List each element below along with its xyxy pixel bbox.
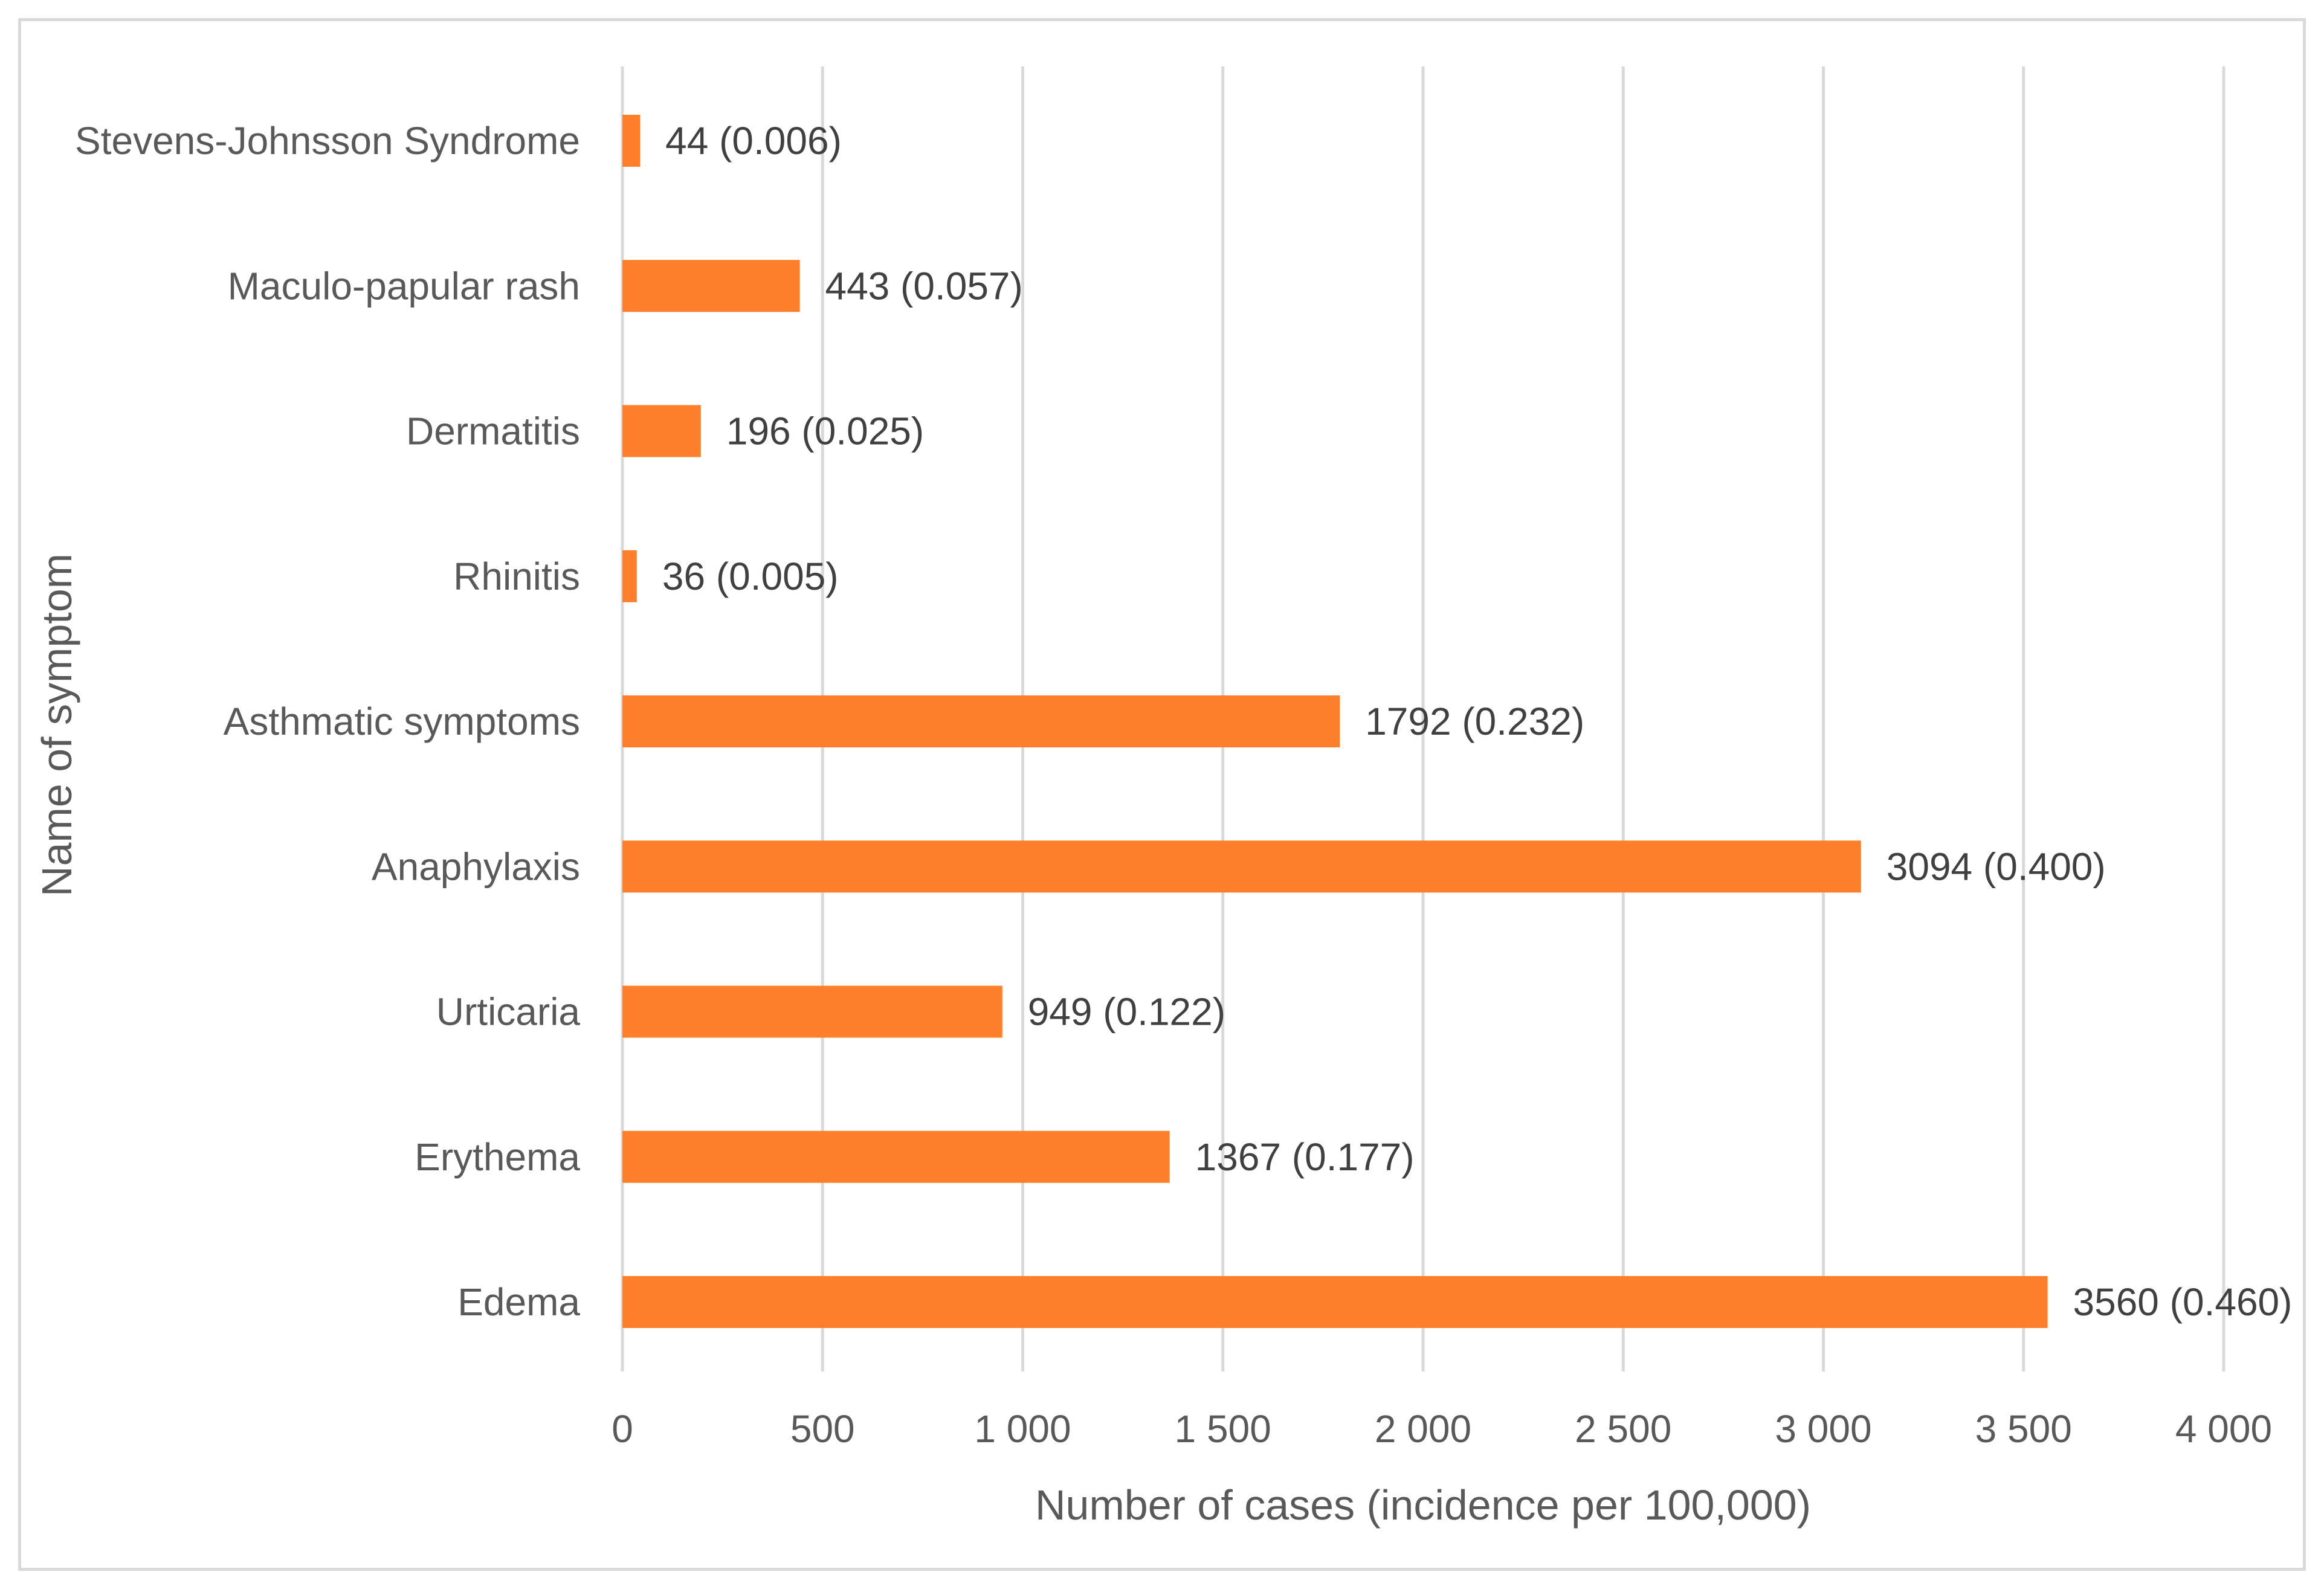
x-axis-title: Number of cases (incidence per 100,000) [1035,1481,1811,1529]
bar [622,550,637,602]
category-label: Dermatitis [406,410,580,453]
data-label: 949 (0.122) [1028,990,1225,1034]
data-label: 443 (0.057) [825,264,1022,308]
category-label: Edema [457,1280,580,1324]
category-label: Urticaria [436,990,581,1034]
data-labels: 44 (0.006) 443 (0.057) 196 (0.025) 36 (0.00… [662,119,2293,1324]
category-label: Stevens-Johnsson Syndrome [75,119,580,163]
data-label: 3560 (0.460) [2073,1280,2293,1324]
data-label: 3094 (0.400) [1887,845,2106,888]
bar [622,1276,2048,1328]
y-axis-title: Name of symptom [33,553,80,897]
data-label: 44 (0.006) [665,119,842,163]
x-tick-label: 2 000 [1375,1407,1471,1451]
bar [622,115,641,167]
x-tick-label: 4 000 [2175,1407,2272,1451]
x-tick-label: 500 [790,1407,855,1451]
category-label: Erythema [415,1135,580,1179]
bar [622,405,701,457]
category-label: Maculo-papular rash [228,264,580,308]
x-tick-label: 1 000 [974,1407,1071,1451]
category-label: Anaphylaxis [372,845,580,888]
data-label: 1367 (0.177) [1195,1135,1415,1179]
bar [622,985,1002,1038]
category-labels: Stevens-Johnsson Syndrome Maculo-papular … [75,119,580,1324]
bar [622,1130,1170,1183]
data-label: 196 (0.025) [726,410,924,453]
bar [622,840,1861,893]
x-tick-labels: 0 500 1 000 1 500 2 000 2 500 3 000 3 500 4 000 [612,1407,2272,1451]
x-tick-label: 3 000 [1775,1407,1871,1451]
bar [622,260,800,312]
x-tick-label: 3 500 [1975,1407,2072,1451]
bar [622,695,1340,747]
data-label: 1792 (0.232) [1365,700,1584,743]
x-tick-label: 2 500 [1575,1407,1671,1451]
x-tick-label: 1 500 [1175,1407,1271,1451]
bars [622,115,2048,1328]
category-label: Asthmatic symptoms [224,700,580,743]
category-label: Rhinitis [453,555,580,598]
x-tick-label: 0 [612,1407,633,1451]
data-label: 36 (0.005) [662,555,839,598]
